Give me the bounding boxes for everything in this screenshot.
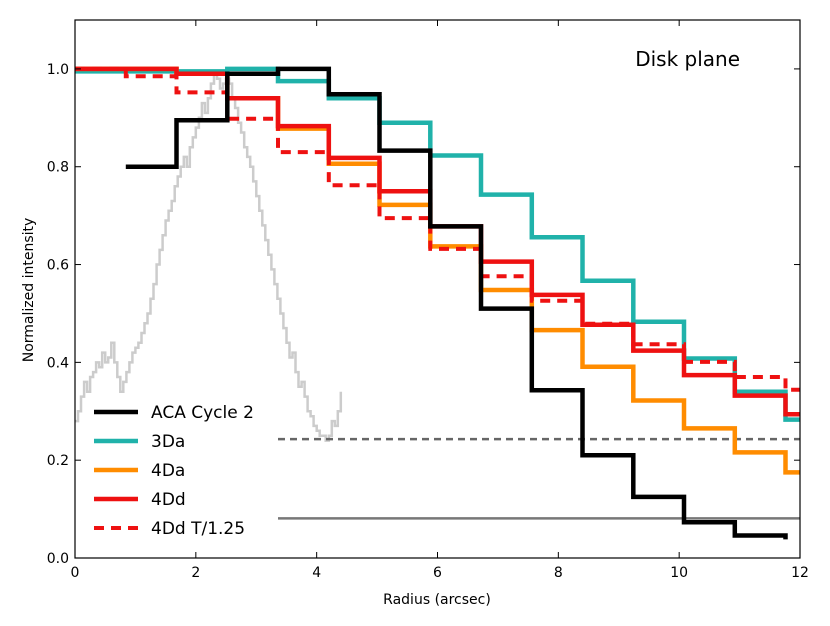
y-tick-label: 0.8 [47, 160, 69, 176]
x-tick-label: 8 [554, 565, 563, 581]
chart-annotation: Disk plane [635, 47, 740, 71]
plot-area [75, 66, 800, 540]
y-tick-label: 1.0 [47, 62, 69, 78]
series-aca-cycle-2 [125, 66, 788, 540]
x-tick-label: 6 [433, 565, 442, 581]
x-tick-label: 12 [791, 565, 809, 581]
x-axis-label: Radius (arcsec) [383, 592, 491, 608]
x-tick-label: 0 [71, 565, 80, 581]
legend-label: 3Da [151, 432, 185, 452]
legend-label: 4Dd T/1.25 [151, 519, 245, 539]
series-3da [75, 66, 800, 422]
legend-label: 4Da [151, 461, 185, 481]
axes: 0 2 4 6 8 10 12 0.0 0.2 0.4 0.6 0.8 1.0 [47, 19, 809, 581]
legend-label: 4Dd [151, 490, 186, 510]
y-tick-label: 0.4 [47, 355, 69, 371]
series-4dd-t-1-25 [75, 66, 800, 392]
x-tick-label: 2 [191, 565, 200, 581]
series-beam-profile [75, 72, 343, 442]
x-tick-label: 4 [312, 565, 321, 581]
legend: ACA Cycle 2 3Da 4Da 4Dd 4Dd T/1.25 [94, 403, 254, 539]
legend-label: ACA Cycle 2 [151, 403, 254, 423]
y-tick-label: 0.2 [47, 453, 69, 469]
y-tick-label: 0.6 [47, 258, 69, 274]
plot-inner [75, 66, 800, 540]
y-tick-label: 0.0 [47, 551, 69, 567]
y-axis-label: Normalized intensity [21, 218, 37, 363]
x-tick-label: 10 [670, 565, 688, 581]
